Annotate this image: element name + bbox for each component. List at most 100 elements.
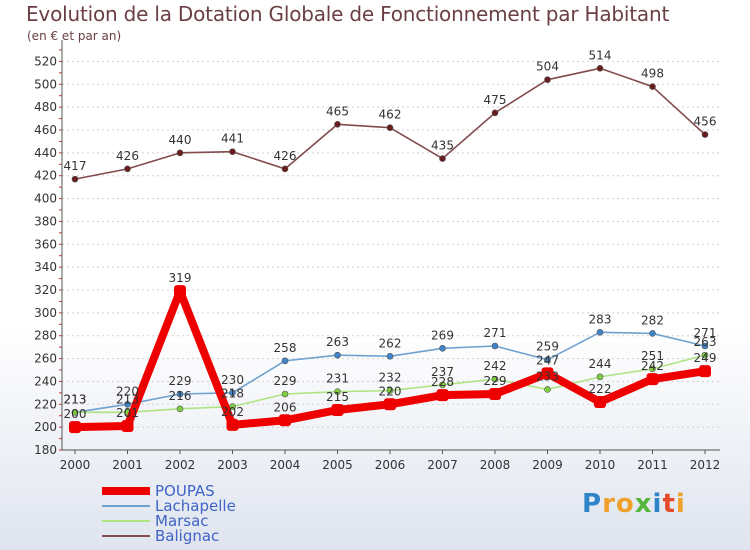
y-tick-label-500: 500 [34, 77, 57, 91]
legend-label-lachapelle: Lachapelle [155, 497, 236, 515]
data-point-poupas [331, 404, 344, 416]
x-tick-label-2004: 2004 [270, 458, 301, 472]
legend-label-balignac: Balignac [155, 527, 219, 545]
data-label-marsac: 237 [431, 365, 454, 379]
legend-label-marsac: Marsac [155, 512, 209, 530]
data-point-lachapelle [124, 400, 131, 408]
data-label-lachapelle: 263 [326, 335, 349, 349]
data-label-poupas: 228 [431, 375, 454, 389]
y-tick-label-220: 220 [34, 397, 57, 411]
data-point-marsac [71, 408, 79, 416]
data-point-balignac [544, 76, 551, 84]
data-point-lachapelle [386, 352, 394, 360]
data-point-marsac [334, 388, 341, 396]
x-tick-label-2012: 2012 [690, 458, 721, 472]
y-tick-label-400: 400 [34, 192, 57, 206]
data-label-layer: 200 201 319 202 206 215 220 228 229 247 222 242 249 2… [64, 48, 717, 421]
data-label-marsac: 231 [326, 372, 349, 386]
data-label-lachapelle: 282 [641, 313, 664, 327]
data-label-lachapelle: 213 [64, 392, 87, 406]
legend-label-poupas: POUPAS [155, 482, 215, 500]
data-label-poupas: 319 [169, 271, 192, 285]
data-label-lachapelle: 220 [116, 384, 139, 398]
data-point-poupas [489, 388, 501, 400]
data-point-balignac [386, 124, 394, 132]
data-label-marsac: 229 [274, 374, 297, 388]
data-label-balignac: 441 [221, 132, 244, 146]
y-tick-label-260: 260 [34, 352, 57, 366]
data-point-balignac [124, 165, 131, 173]
data-point-marsac [386, 387, 394, 394]
series-line-balignac [74, 67, 706, 180]
data-label-poupas: 222 [589, 382, 612, 396]
data-label-lachapelle: 258 [274, 341, 297, 355]
logo-letter: i [652, 489, 663, 519]
data-label-poupas: 200 [64, 407, 87, 421]
data-label-poupas: 206 [274, 400, 297, 414]
data-label-balignac: 426 [274, 149, 297, 163]
data-label-lachapelle: 269 [431, 328, 454, 342]
y-tick-label-180: 180 [34, 443, 57, 457]
x-tick-label-2009: 2009 [532, 458, 563, 472]
y-tick-label-300: 300 [34, 306, 57, 320]
x-tick-label-2002: 2002 [165, 458, 196, 472]
data-label-poupas: 242 [641, 359, 664, 373]
x-tick-label-2007: 2007 [427, 458, 458, 472]
data-label-marsac: 233 [536, 369, 559, 383]
y-tick-label-460: 460 [34, 123, 57, 137]
data-label-poupas: 220 [379, 384, 402, 398]
data-point-lachapelle [701, 342, 709, 350]
data-point-lachapelle [439, 344, 446, 352]
y-tick-label-320: 320 [34, 283, 57, 297]
data-point-poupas [226, 418, 239, 431]
data-point-marsac [491, 375, 499, 383]
data-label-marsac: 218 [221, 387, 244, 401]
data-label-poupas: 229 [484, 374, 507, 388]
x-tick-label-2006: 2006 [375, 458, 406, 472]
data-label-poupas: 202 [221, 405, 244, 419]
data-point-marsac [281, 390, 289, 398]
data-point-marsac [544, 386, 551, 393]
data-point-poupas [121, 420, 134, 432]
data-point-lachapelle [649, 330, 656, 337]
data-label-lachapelle: 229 [169, 374, 192, 388]
logo-letter: i [675, 489, 686, 519]
data-label-lachapelle: 262 [379, 336, 402, 350]
data-point-balignac [229, 148, 236, 156]
data-label-balignac: 456 [694, 115, 717, 129]
axis-layer: 180 200 220 240 260 280 300 320 340 360 380 400 420 4… [34, 40, 720, 472]
data-point-poupas [699, 365, 711, 378]
logo-letter: P [582, 489, 603, 519]
logo-letter: o [615, 489, 635, 519]
data-label-balignac: 440 [169, 133, 192, 147]
proxiti-logo: Proxiti [582, 489, 686, 519]
y-tick-label-380: 380 [34, 214, 57, 228]
data-point-balignac [439, 155, 446, 162]
data-point-marsac [701, 351, 709, 359]
data-point-poupas [646, 373, 659, 386]
data-label-poupas: 249 [694, 351, 717, 365]
data-point-poupas [69, 421, 81, 434]
data-label-poupas: 215 [326, 390, 349, 404]
data-label-marsac: 213 [64, 392, 87, 406]
data-label-marsac: 242 [484, 359, 507, 373]
data-point-balignac [701, 131, 709, 138]
data-label-balignac: 475 [484, 93, 507, 107]
data-point-poupas [594, 396, 606, 408]
x-tick-label-2008: 2008 [480, 458, 511, 472]
data-point-marsac [596, 373, 604, 381]
x-tick-label-2005: 2005 [322, 458, 353, 472]
data-point-poupas [436, 389, 449, 402]
data-point-balignac [281, 165, 289, 173]
data-label-lachapelle: 283 [589, 312, 612, 326]
x-tick-label-2001: 2001 [112, 458, 143, 472]
y-tick-label-420: 420 [34, 169, 57, 183]
y-tick-label-340: 340 [34, 260, 57, 274]
series-layer [69, 64, 711, 434]
data-point-lachapelle [544, 356, 551, 364]
data-point-poupas [384, 398, 396, 411]
x-tick-label-2010: 2010 [585, 458, 616, 472]
data-label-marsac: 213 [116, 392, 139, 406]
